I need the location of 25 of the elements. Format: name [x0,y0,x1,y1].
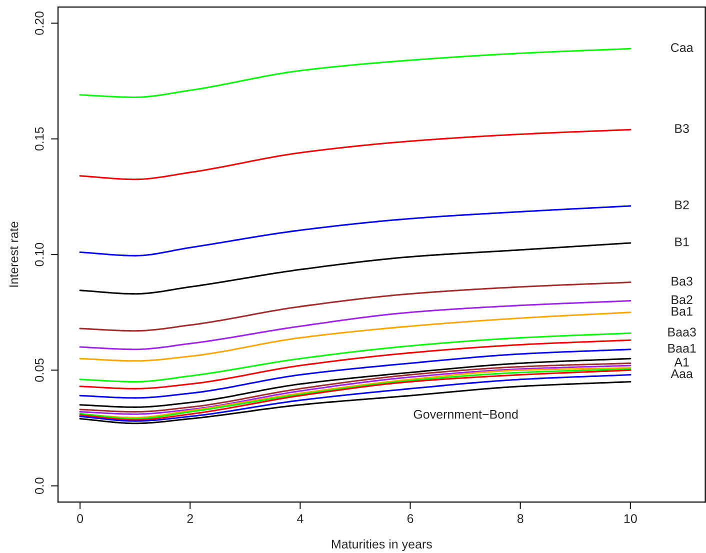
x-axis-title: Maturities in years [332,539,432,552]
text: Ba3 [672,276,692,286]
text: B3 [675,124,689,133]
annotation: Government−Bond [414,410,518,419]
text: Ba2 [672,295,692,304]
x-tick-label: 0 [77,514,84,523]
text: Ba1 [672,306,692,316]
x-tick-label: 2 [187,514,193,523]
y-tick-label: 0.05 [34,358,44,382]
y-axis-title: Interest rate [9,222,18,287]
text: A1 [674,358,689,366]
x-tick-label: 8 [517,514,524,523]
text: Aaa [670,369,693,378]
text: Baa1 [668,344,696,353]
y-tick-label: 0.10 [34,242,44,266]
x-tick-label: 10 [624,514,637,523]
text: Caa [671,43,694,52]
x-tick-label: 6 [407,514,414,523]
y-tick-label: 0.20 [34,12,44,35]
text: Baa3 [668,328,696,337]
text: B1 [675,238,689,246]
y-tick-label: 0.15 [34,127,44,151]
y-tick-label: 0.0 [34,478,44,494]
x-tick-label: 4 [297,514,304,523]
text: B2 [675,200,689,210]
